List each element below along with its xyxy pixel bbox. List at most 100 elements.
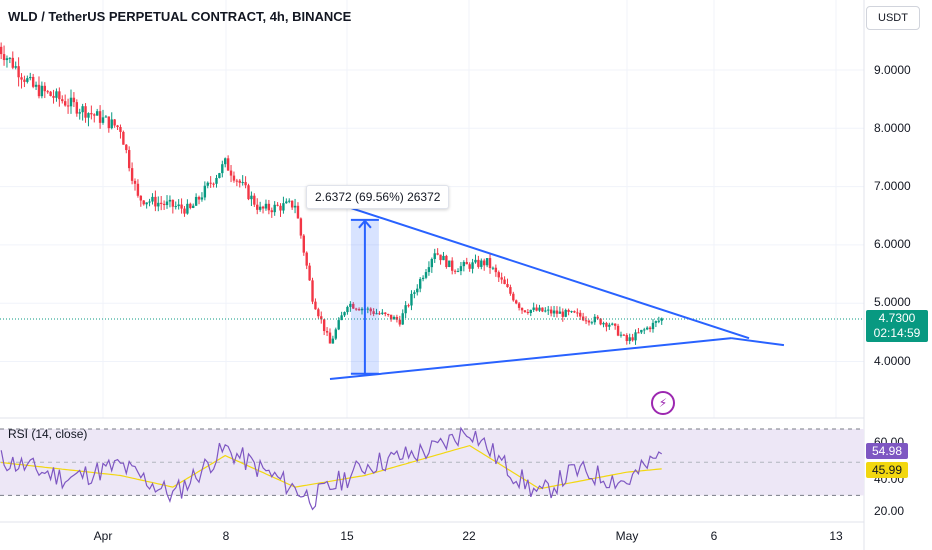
price-axis-label: 8.0000 <box>874 121 911 135</box>
candle-body <box>602 322 605 325</box>
candle-body <box>349 303 352 307</box>
candle-body <box>229 170 233 176</box>
candle-body <box>122 131 125 145</box>
candle-countdown: 02:14:59 <box>873 326 921 340</box>
candle-body <box>651 322 655 330</box>
rsi-line <box>0 426 663 511</box>
candle-body <box>154 196 157 207</box>
candle-body <box>299 218 303 236</box>
candle-body <box>631 337 634 341</box>
candle-body <box>174 206 177 208</box>
candle-body <box>142 200 145 205</box>
candle-body <box>523 310 527 313</box>
time-axis-label: May <box>615 529 639 543</box>
candle-body <box>81 106 84 113</box>
candle-body <box>66 105 70 107</box>
measure-arrowhead <box>358 219 372 229</box>
candle-body <box>148 201 151 203</box>
candle-body <box>541 307 544 312</box>
candle-body <box>302 235 305 253</box>
candle-body <box>308 265 311 281</box>
candle-body <box>180 204 183 209</box>
candle-body <box>29 76 32 79</box>
candle-body <box>453 270 457 272</box>
candle-body <box>192 205 195 208</box>
candle-body <box>78 112 81 114</box>
candle-body <box>0 46 3 55</box>
candle-body <box>253 195 256 205</box>
candle-body <box>261 206 265 209</box>
candle-body <box>139 195 143 201</box>
candle-body <box>171 199 175 207</box>
price-axis-label: 9.0000 <box>874 63 911 77</box>
candle-body <box>497 272 500 278</box>
candle-body <box>532 307 535 310</box>
candle-body <box>491 267 495 269</box>
candle-body <box>416 288 419 293</box>
rsi-value-badge: 54.98 <box>866 443 908 459</box>
candle-body <box>590 322 594 324</box>
candle-body <box>325 331 329 333</box>
currency-button[interactable]: USDT <box>866 6 920 30</box>
candle-body <box>413 292 416 294</box>
candle-body <box>314 301 317 310</box>
candle-body <box>654 321 658 323</box>
time-axis-label: 13 <box>829 529 843 543</box>
candle-body <box>49 91 52 96</box>
candle-body <box>189 203 192 208</box>
candle-body <box>288 200 291 202</box>
candle-body <box>130 168 134 181</box>
lightning-icon[interactable]: ⚡︎ <box>651 391 675 415</box>
candle-body <box>378 313 381 315</box>
candle-body <box>547 309 550 311</box>
candle-body <box>544 310 547 312</box>
candle-body <box>232 175 236 181</box>
candle-body <box>369 308 372 312</box>
candle-body <box>212 183 215 185</box>
candle-body <box>576 312 579 314</box>
candle-body <box>616 325 620 336</box>
rsi-indicator-label[interactable]: RSI (14, close) <box>8 427 88 441</box>
candle-body <box>552 310 556 314</box>
candle-body <box>529 309 532 314</box>
candle-body <box>398 319 402 325</box>
candle-body <box>526 312 530 314</box>
candle-body <box>584 320 588 322</box>
candle-body <box>465 262 468 265</box>
candle-body <box>26 78 29 82</box>
candle-body <box>226 158 230 171</box>
candle-body <box>573 311 576 313</box>
candle-body <box>366 308 370 310</box>
candle-body <box>200 197 204 200</box>
candle-body <box>596 316 599 319</box>
candle-body <box>471 262 474 269</box>
candle-body <box>445 255 448 268</box>
candle-body <box>40 85 44 97</box>
candle-body <box>456 271 460 273</box>
candle-body <box>331 338 335 344</box>
candle-body <box>421 277 425 280</box>
candle-body <box>61 99 64 102</box>
price-axis-label: 6.0000 <box>874 237 911 251</box>
candle-body <box>503 279 506 285</box>
candle-body <box>305 252 308 266</box>
candle-body <box>157 202 160 207</box>
candle-body <box>119 126 122 132</box>
candle-body <box>392 316 396 320</box>
candle-body <box>203 185 207 198</box>
price-axis-label: 4.0000 <box>874 354 911 368</box>
candle-body <box>643 329 646 331</box>
candle-body <box>293 205 297 208</box>
candle-body <box>5 58 9 61</box>
candle-body <box>285 201 288 204</box>
candle-body <box>360 308 364 311</box>
candle-body <box>209 182 212 184</box>
candle-body <box>101 117 105 123</box>
candle-body <box>290 200 294 208</box>
candle-body <box>186 203 189 214</box>
candle-body <box>515 300 518 304</box>
candle-body <box>58 91 61 100</box>
candle-body <box>555 310 559 314</box>
candle-body <box>98 111 102 123</box>
